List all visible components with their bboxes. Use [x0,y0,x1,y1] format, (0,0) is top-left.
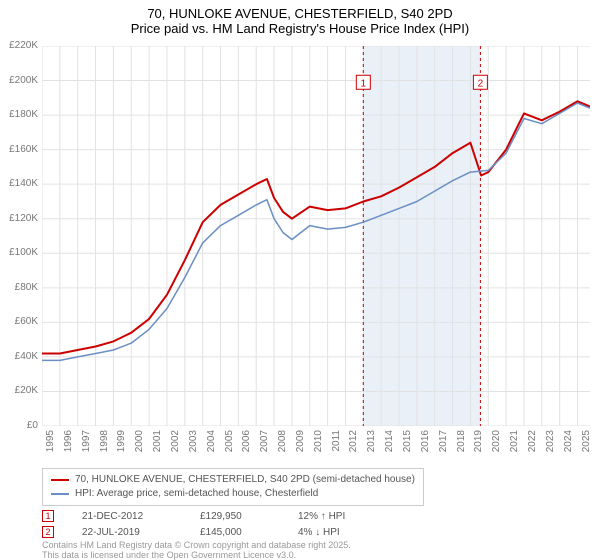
x-tick-label: 2023 [545,430,556,458]
sale-marker-icon: 1 [42,510,54,522]
sale-marker-icon: 2 [42,526,54,538]
y-tick-label: £200K [2,75,38,86]
price-chart: 12 £0£20K£40K£60K£80K£100K£120K£140K£160… [42,46,590,426]
x-tick-label: 2018 [456,430,467,458]
x-axis: 1995 1996 1997 1998 1999 2000 2001 2002 2003 2004… [42,428,590,464]
chart-legend: 70, HUNLOKE AVENUE, CHESTERFIELD, S40 2P… [42,468,424,506]
y-tick-label: £60K [2,316,38,327]
y-tick-label: £0 [2,420,38,431]
x-tick-label: 2009 [295,430,306,458]
x-tick-label: 2015 [402,430,413,458]
x-tick-label: 2007 [259,430,270,458]
x-tick-label: 2021 [509,430,520,458]
x-tick-label: 1999 [116,430,127,458]
x-tick-label: 1995 [45,430,56,458]
y-tick-label: £220K [2,40,38,51]
footer-attribution: Contains HM Land Registry data © Crown c… [42,540,351,560]
x-tick-label: 2005 [224,430,235,458]
sale-date: 21-DEC-2012 [82,511,172,522]
sale-pct: 12% ↑ HPI [298,511,368,522]
table-row: 2 22-JUL-2019 £145,000 4% ↓ HPI [42,524,368,540]
x-tick-label: 2003 [188,430,199,458]
legend-label: HPI: Average price, semi-detached house,… [75,487,318,501]
page-title: 70, HUNLOKE AVENUE, CHESTERFIELD, S40 2P… [0,6,600,21]
x-tick-label: 1997 [81,430,92,458]
page-subtitle: Price paid vs. HM Land Registry's House … [0,21,600,36]
sale-pct: 4% ↓ HPI [298,527,368,538]
x-tick-label: 2025 [581,430,592,458]
x-tick-label: 2024 [563,430,574,458]
x-tick-label: 2014 [384,430,395,458]
x-tick-label: 2006 [241,430,252,458]
y-tick-label: £120K [2,213,38,224]
y-tick-label: £20K [2,385,38,396]
x-tick-label: 2002 [170,430,181,458]
chart-svg: 12 [42,46,590,426]
sales-table: 1 21-DEC-2012 £129,950 12% ↑ HPI 2 22-JU… [42,508,368,540]
legend-label: 70, HUNLOKE AVENUE, CHESTERFIELD, S40 2P… [75,473,415,487]
y-tick-label: £100K [2,247,38,258]
legend-swatch [51,493,69,495]
legend-item-hpi: HPI: Average price, semi-detached house,… [51,487,415,501]
svg-text:1: 1 [361,78,367,89]
x-tick-label: 1998 [99,430,110,458]
y-axis: £0£20K£40K£60K£80K£100K£120K£140K£160K£1… [2,46,42,426]
x-tick-label: 2019 [473,430,484,458]
svg-text:2: 2 [478,78,484,89]
x-tick-label: 2011 [331,430,342,458]
sale-price: £129,950 [200,511,270,522]
footer-line: This data is licensed under the Open Gov… [42,550,351,560]
x-tick-label: 2008 [277,430,288,458]
x-tick-label: 1996 [63,430,74,458]
x-tick-label: 2013 [366,430,377,458]
legend-item-property: 70, HUNLOKE AVENUE, CHESTERFIELD, S40 2P… [51,473,415,487]
table-row: 1 21-DEC-2012 £129,950 12% ↑ HPI [42,508,368,524]
footer-line: Contains HM Land Registry data © Crown c… [42,540,351,550]
y-tick-label: £180K [2,109,38,120]
y-tick-label: £160K [2,144,38,155]
x-tick-label: 2017 [438,430,449,458]
x-tick-label: 2012 [348,430,359,458]
x-tick-label: 2004 [206,430,217,458]
x-tick-label: 2022 [527,430,538,458]
x-tick-label: 2020 [491,430,502,458]
y-tick-label: £40K [2,351,38,362]
y-tick-label: £80K [2,282,38,293]
x-tick-label: 2010 [313,430,324,458]
sale-date: 22-JUL-2019 [82,527,172,538]
x-tick-label: 2016 [420,430,431,458]
sale-price: £145,000 [200,527,270,538]
y-tick-label: £140K [2,178,38,189]
legend-swatch [51,479,69,481]
x-tick-label: 2000 [134,430,145,458]
x-tick-label: 2001 [152,430,163,458]
